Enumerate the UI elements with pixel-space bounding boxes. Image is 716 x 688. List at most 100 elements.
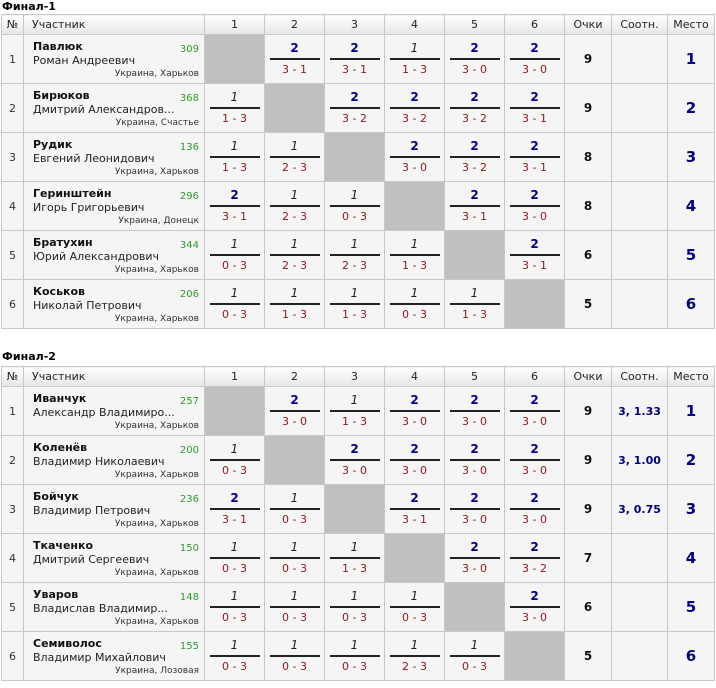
player-name-link[interactable]: Рудик bbox=[33, 138, 73, 151]
player-cell: Семиволос 155 Владимир Михайлович Украина, … bbox=[23, 631, 205, 681]
place-value: 4 bbox=[667, 533, 715, 583]
player-name-link[interactable]: Бойчук bbox=[33, 490, 79, 503]
player-name-link[interactable]: Геринштейн bbox=[33, 187, 112, 200]
game-score: 0 - 3 bbox=[282, 513, 307, 526]
game-cell: 1 2 - 3 bbox=[264, 132, 325, 182]
game-score: 0 - 3 bbox=[222, 611, 247, 624]
self-cell bbox=[384, 181, 445, 231]
game-points: 2 bbox=[449, 40, 500, 60]
header-row: № Участник 1 2 3 4 5 6 Очки Соотн. Место bbox=[1, 366, 715, 387]
ratio-value: 3, 1.00 bbox=[611, 435, 668, 485]
player-name-link[interactable]: Братухин bbox=[33, 236, 93, 249]
game-points: 2 bbox=[449, 539, 500, 559]
table-row: 4 Ткаченко 150 Дмитрий Сергеевич Украина, Ха… bbox=[1, 533, 715, 583]
player-name-link[interactable]: Коленёв bbox=[33, 441, 88, 454]
row-number: 2 bbox=[1, 435, 24, 485]
game-points: 1 bbox=[449, 285, 500, 305]
game-score: 3 - 1 bbox=[222, 513, 247, 526]
game-score: 1 - 3 bbox=[222, 112, 247, 125]
player-name-link[interactable]: Иванчук bbox=[33, 392, 87, 405]
player-name-link[interactable]: Ткаченко bbox=[33, 539, 94, 552]
game-cell: 1 2 - 3 bbox=[324, 230, 385, 280]
game-score: 0 - 3 bbox=[462, 660, 487, 673]
player-name-link[interactable]: Семиволос bbox=[33, 637, 102, 650]
player-city: Украина, Харьков bbox=[114, 568, 199, 578]
game-score: 0 - 3 bbox=[282, 611, 307, 624]
self-cell bbox=[444, 230, 505, 280]
player-name-link[interactable]: Бирюков bbox=[33, 89, 90, 102]
player-city: Украина, Харьков bbox=[114, 617, 199, 627]
player-city: Украина, Харьков bbox=[114, 421, 199, 431]
game-points: 2 bbox=[509, 89, 560, 109]
player-name-link[interactable]: Уваров bbox=[33, 588, 79, 601]
game-cell: 1 1 - 3 bbox=[324, 279, 385, 329]
ratio-value bbox=[611, 181, 668, 231]
game-score: 0 - 3 bbox=[342, 660, 367, 673]
game-points: 2 bbox=[389, 441, 440, 461]
game-cell: 2 3 - 0 bbox=[504, 34, 565, 84]
player-cell: Братухин 344 Юрий Александрович Украина, Ха… bbox=[23, 230, 205, 280]
game-score: 3 - 2 bbox=[522, 562, 547, 575]
game-score: 1 - 3 bbox=[342, 415, 367, 428]
header-game-5: 5 bbox=[444, 366, 505, 387]
game-points: 1 bbox=[329, 187, 380, 207]
player-rating: 150 bbox=[179, 543, 199, 554]
game-score: 0 - 3 bbox=[222, 308, 247, 321]
player-rating: 148 bbox=[179, 592, 199, 603]
game-cell: 1 0 - 3 bbox=[204, 279, 265, 329]
player-full-name: Евгений Леонидович bbox=[33, 152, 155, 165]
game-score: 1 - 3 bbox=[402, 259, 427, 272]
player-city: Украина, Харьков bbox=[114, 265, 199, 275]
game-points: 2 bbox=[449, 392, 500, 412]
game-points: 2 bbox=[449, 441, 500, 461]
game-cell: 2 3 - 0 bbox=[444, 435, 505, 485]
self-cell bbox=[264, 435, 325, 485]
total-points: 5 bbox=[564, 279, 612, 329]
game-points: 2 bbox=[449, 490, 500, 510]
header-player: Участник bbox=[23, 14, 205, 35]
game-cell: 1 0 - 3 bbox=[324, 582, 385, 632]
game-cell: 2 3 - 2 bbox=[444, 83, 505, 133]
game-score: 0 - 3 bbox=[282, 660, 307, 673]
game-score: 3 - 0 bbox=[282, 415, 307, 428]
game-points: 1 bbox=[209, 285, 260, 305]
game-cell: 1 1 - 3 bbox=[324, 533, 385, 583]
game-score: 3 - 0 bbox=[462, 464, 487, 477]
game-score: 3 - 2 bbox=[342, 112, 367, 125]
game-points: 2 bbox=[509, 588, 560, 608]
game-cell: 1 1 - 3 bbox=[444, 279, 505, 329]
game-points: 1 bbox=[389, 236, 440, 256]
game-cell: 1 0 - 3 bbox=[324, 631, 385, 681]
game-cell: 1 1 - 3 bbox=[384, 230, 445, 280]
game-score: 1 - 3 bbox=[282, 308, 307, 321]
table-row: 5 Уваров 148 Владислав Владимир... Украина, … bbox=[1, 582, 715, 632]
game-points: 2 bbox=[509, 187, 560, 207]
game-score: 0 - 3 bbox=[402, 308, 427, 321]
header-game-1: 1 bbox=[204, 14, 265, 35]
game-score: 2 - 3 bbox=[282, 210, 307, 223]
player-name-link[interactable]: Коськов bbox=[33, 285, 86, 298]
game-points: 1 bbox=[269, 187, 320, 207]
game-score: 3 - 0 bbox=[402, 161, 427, 174]
total-points: 9 bbox=[564, 386, 612, 436]
game-score: 3 - 0 bbox=[522, 415, 547, 428]
game-cell: 1 0 - 3 bbox=[204, 582, 265, 632]
game-points: 2 bbox=[509, 539, 560, 559]
row-number: 6 bbox=[1, 279, 24, 329]
game-score: 3 - 0 bbox=[522, 513, 547, 526]
game-score: 3 - 0 bbox=[402, 464, 427, 477]
self-cell bbox=[204, 386, 265, 436]
game-points: 2 bbox=[269, 392, 320, 412]
place-value: 1 bbox=[667, 34, 715, 84]
game-cell: 1 1 - 3 bbox=[264, 279, 325, 329]
game-points: 1 bbox=[329, 588, 380, 608]
place-value: 2 bbox=[667, 435, 715, 485]
game-cell: 2 3 - 1 bbox=[204, 181, 265, 231]
game-cell: 1 0 - 3 bbox=[204, 533, 265, 583]
player-name-link[interactable]: Павлюк bbox=[33, 40, 83, 53]
player-full-name: Владимир Михайлович bbox=[33, 651, 166, 664]
ratio-value bbox=[611, 230, 668, 280]
results-table-final-1: № Участник 1 2 3 4 5 6 Очки Соотн. Место 1 Павлюк 309… bbox=[1, 14, 715, 329]
total-points: 8 bbox=[564, 132, 612, 182]
place-value: 5 bbox=[667, 230, 715, 280]
